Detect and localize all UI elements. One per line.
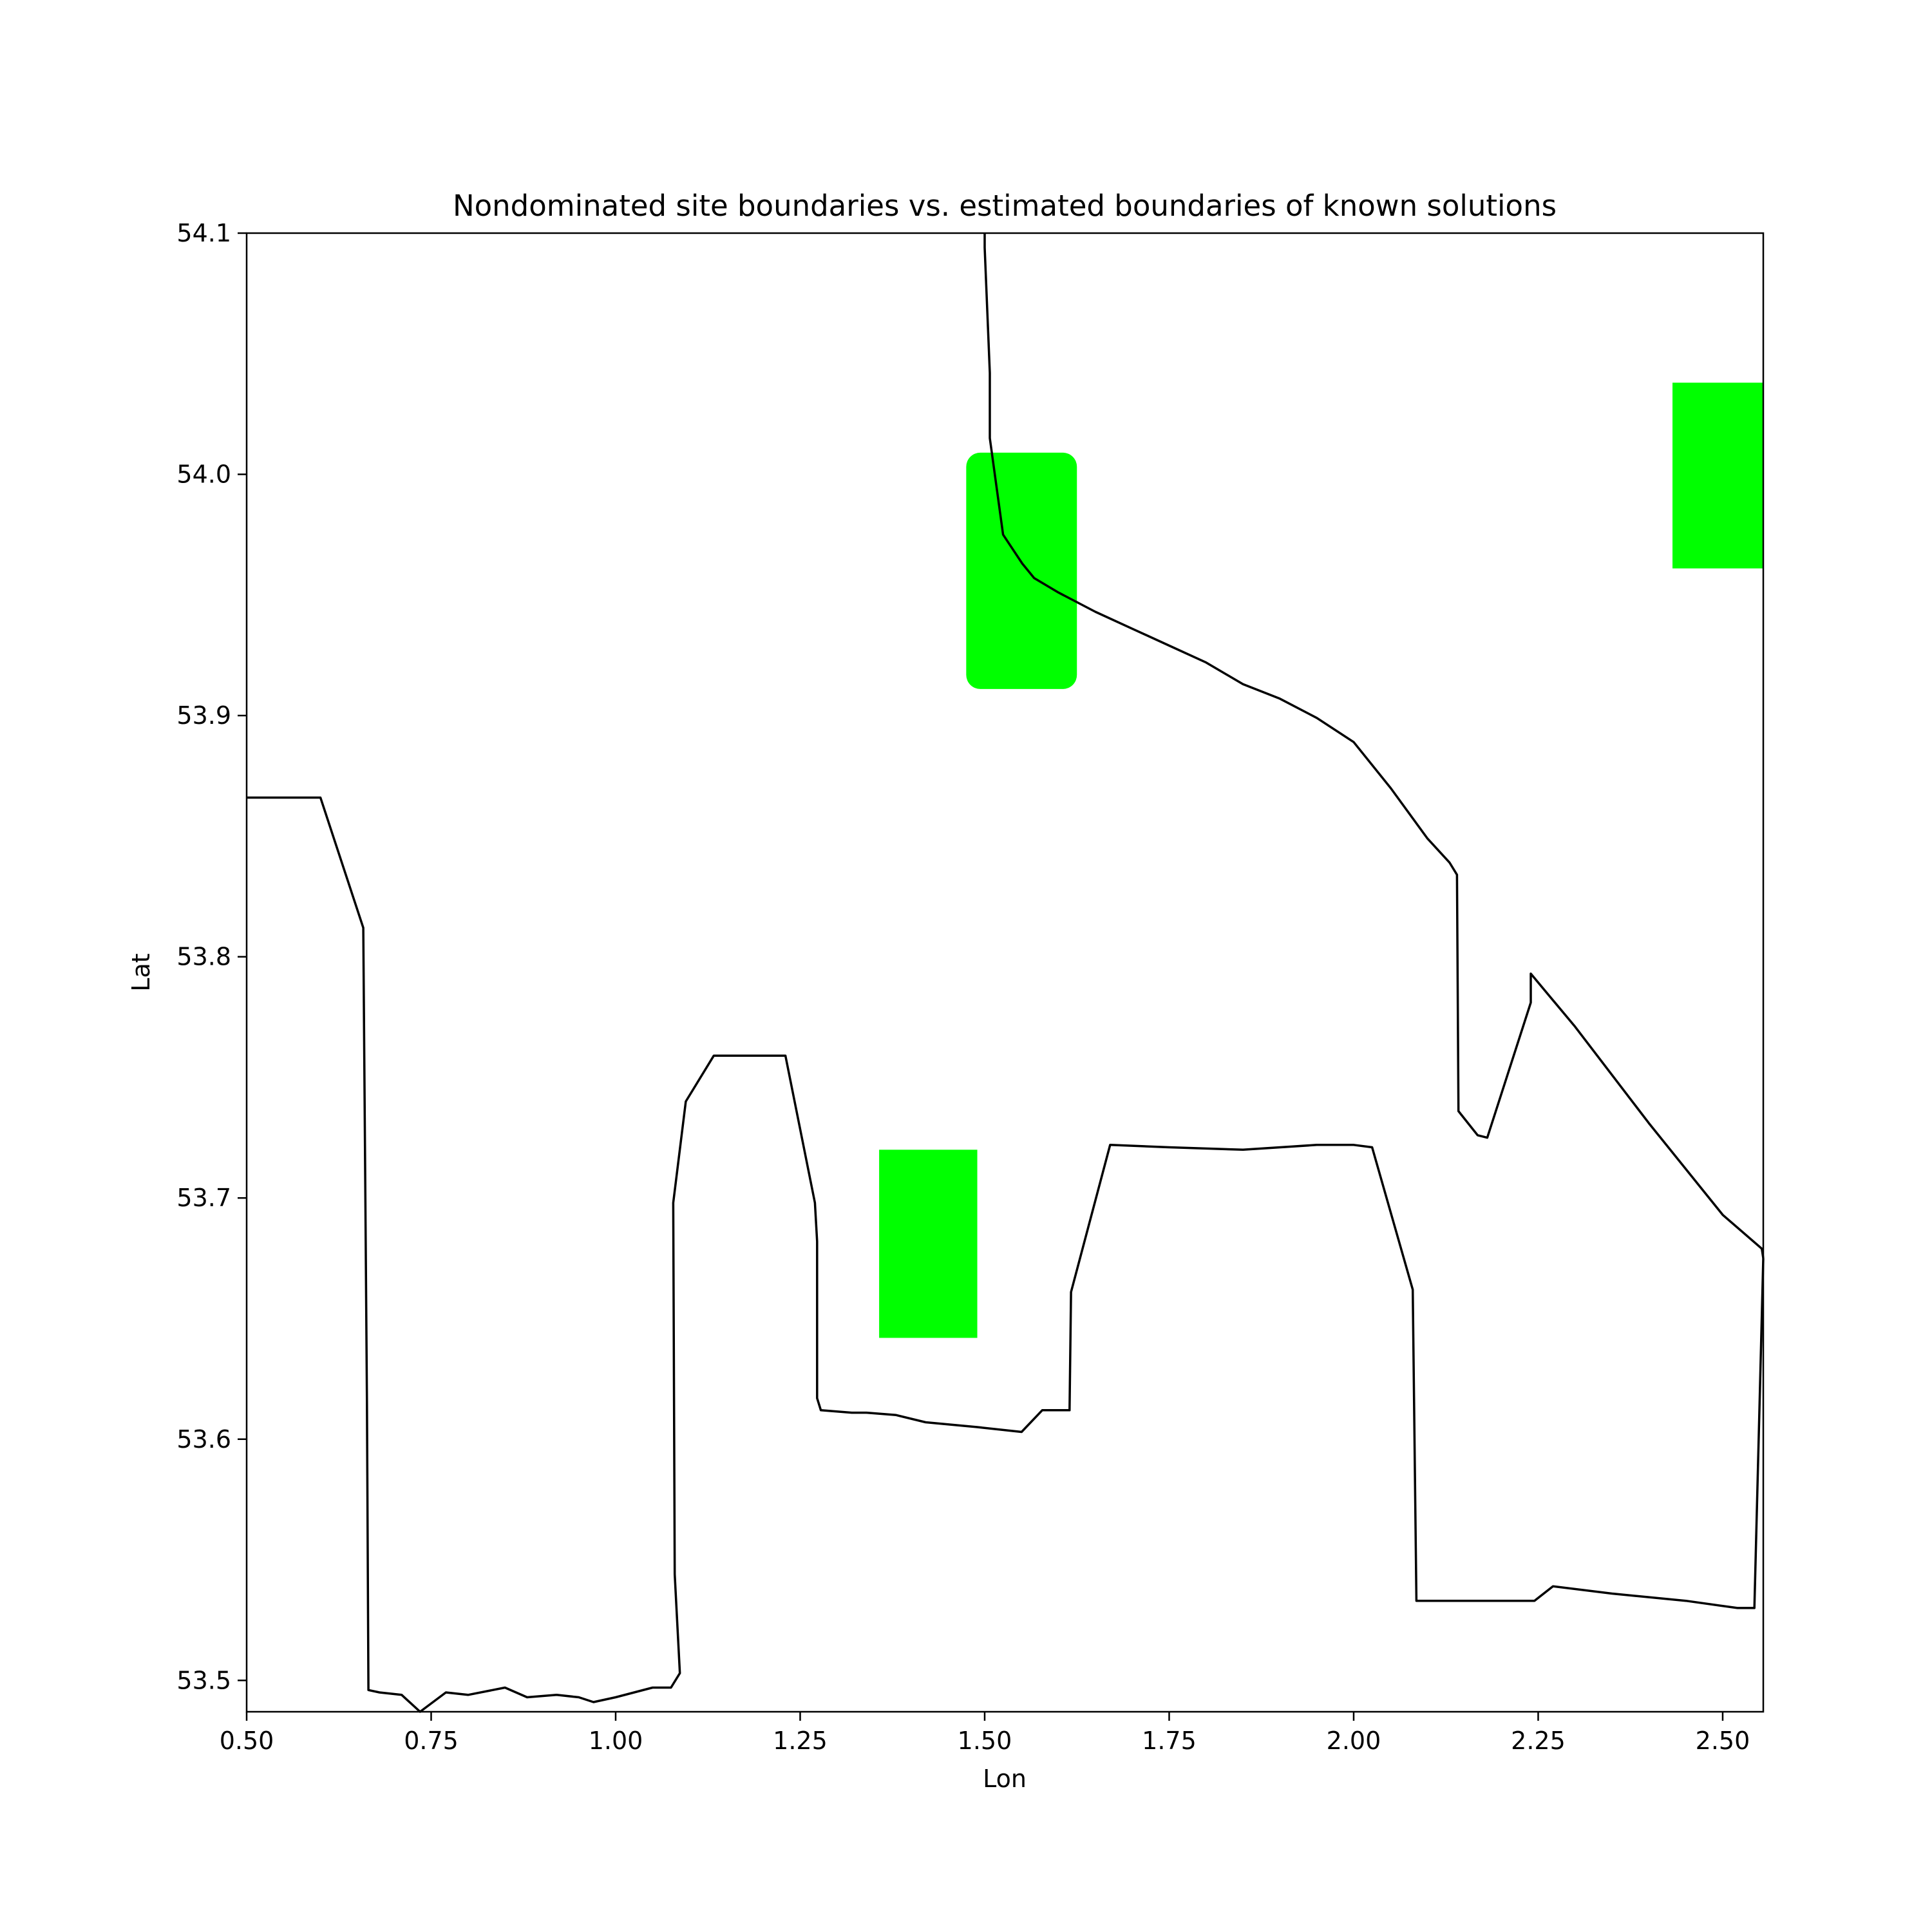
y-tick-label: 53.6 (176, 1425, 231, 1454)
site-boundary-2 (247, 796, 1765, 1713)
y-tick-label: 53.8 (176, 943, 231, 971)
x-tick-label: 2.25 (1511, 1727, 1566, 1755)
site-boundary-1 (983, 233, 1765, 1259)
y-axis: 53.5 53.6 53.7 53.8 53.9 54.0 54.1 (176, 219, 247, 1694)
x-tick-label: 2.00 (1327, 1727, 1381, 1755)
known-solution-area-1 (966, 452, 1077, 689)
y-tick-label: 54.0 (176, 460, 231, 489)
x-tick-label: 1.75 (1142, 1727, 1197, 1755)
y-axis-label: Lat (127, 953, 155, 991)
x-tick-label: 1.50 (958, 1727, 1012, 1755)
known-solution-area-2 (1672, 383, 1763, 569)
y-tick-label: 53.7 (176, 1184, 231, 1212)
y-tick-label: 53.5 (176, 1666, 231, 1694)
x-tick-label: 0.75 (404, 1727, 459, 1755)
boundaries-layer (247, 233, 1765, 1713)
x-tick-label: 1.25 (773, 1727, 828, 1755)
x-axis-label: Lon (983, 1765, 1027, 1793)
y-tick-label: 53.9 (176, 701, 231, 730)
known-solutions-layer (879, 383, 1763, 1338)
x-tick-label: 2.50 (1696, 1727, 1750, 1755)
x-axis: 0.50 0.75 1.00 1.25 1.50 1.75 2.00 2.25 2.50 (220, 1712, 1750, 1755)
x-tick-label: 0.50 (220, 1727, 274, 1755)
chart-title: Nondominated site boundaries vs. estimat… (453, 189, 1557, 223)
x-tick-label: 1.00 (589, 1727, 643, 1755)
y-tick-label: 54.1 (176, 219, 231, 247)
known-solution-area-3 (879, 1150, 978, 1338)
plot-frame (245, 232, 1765, 1713)
